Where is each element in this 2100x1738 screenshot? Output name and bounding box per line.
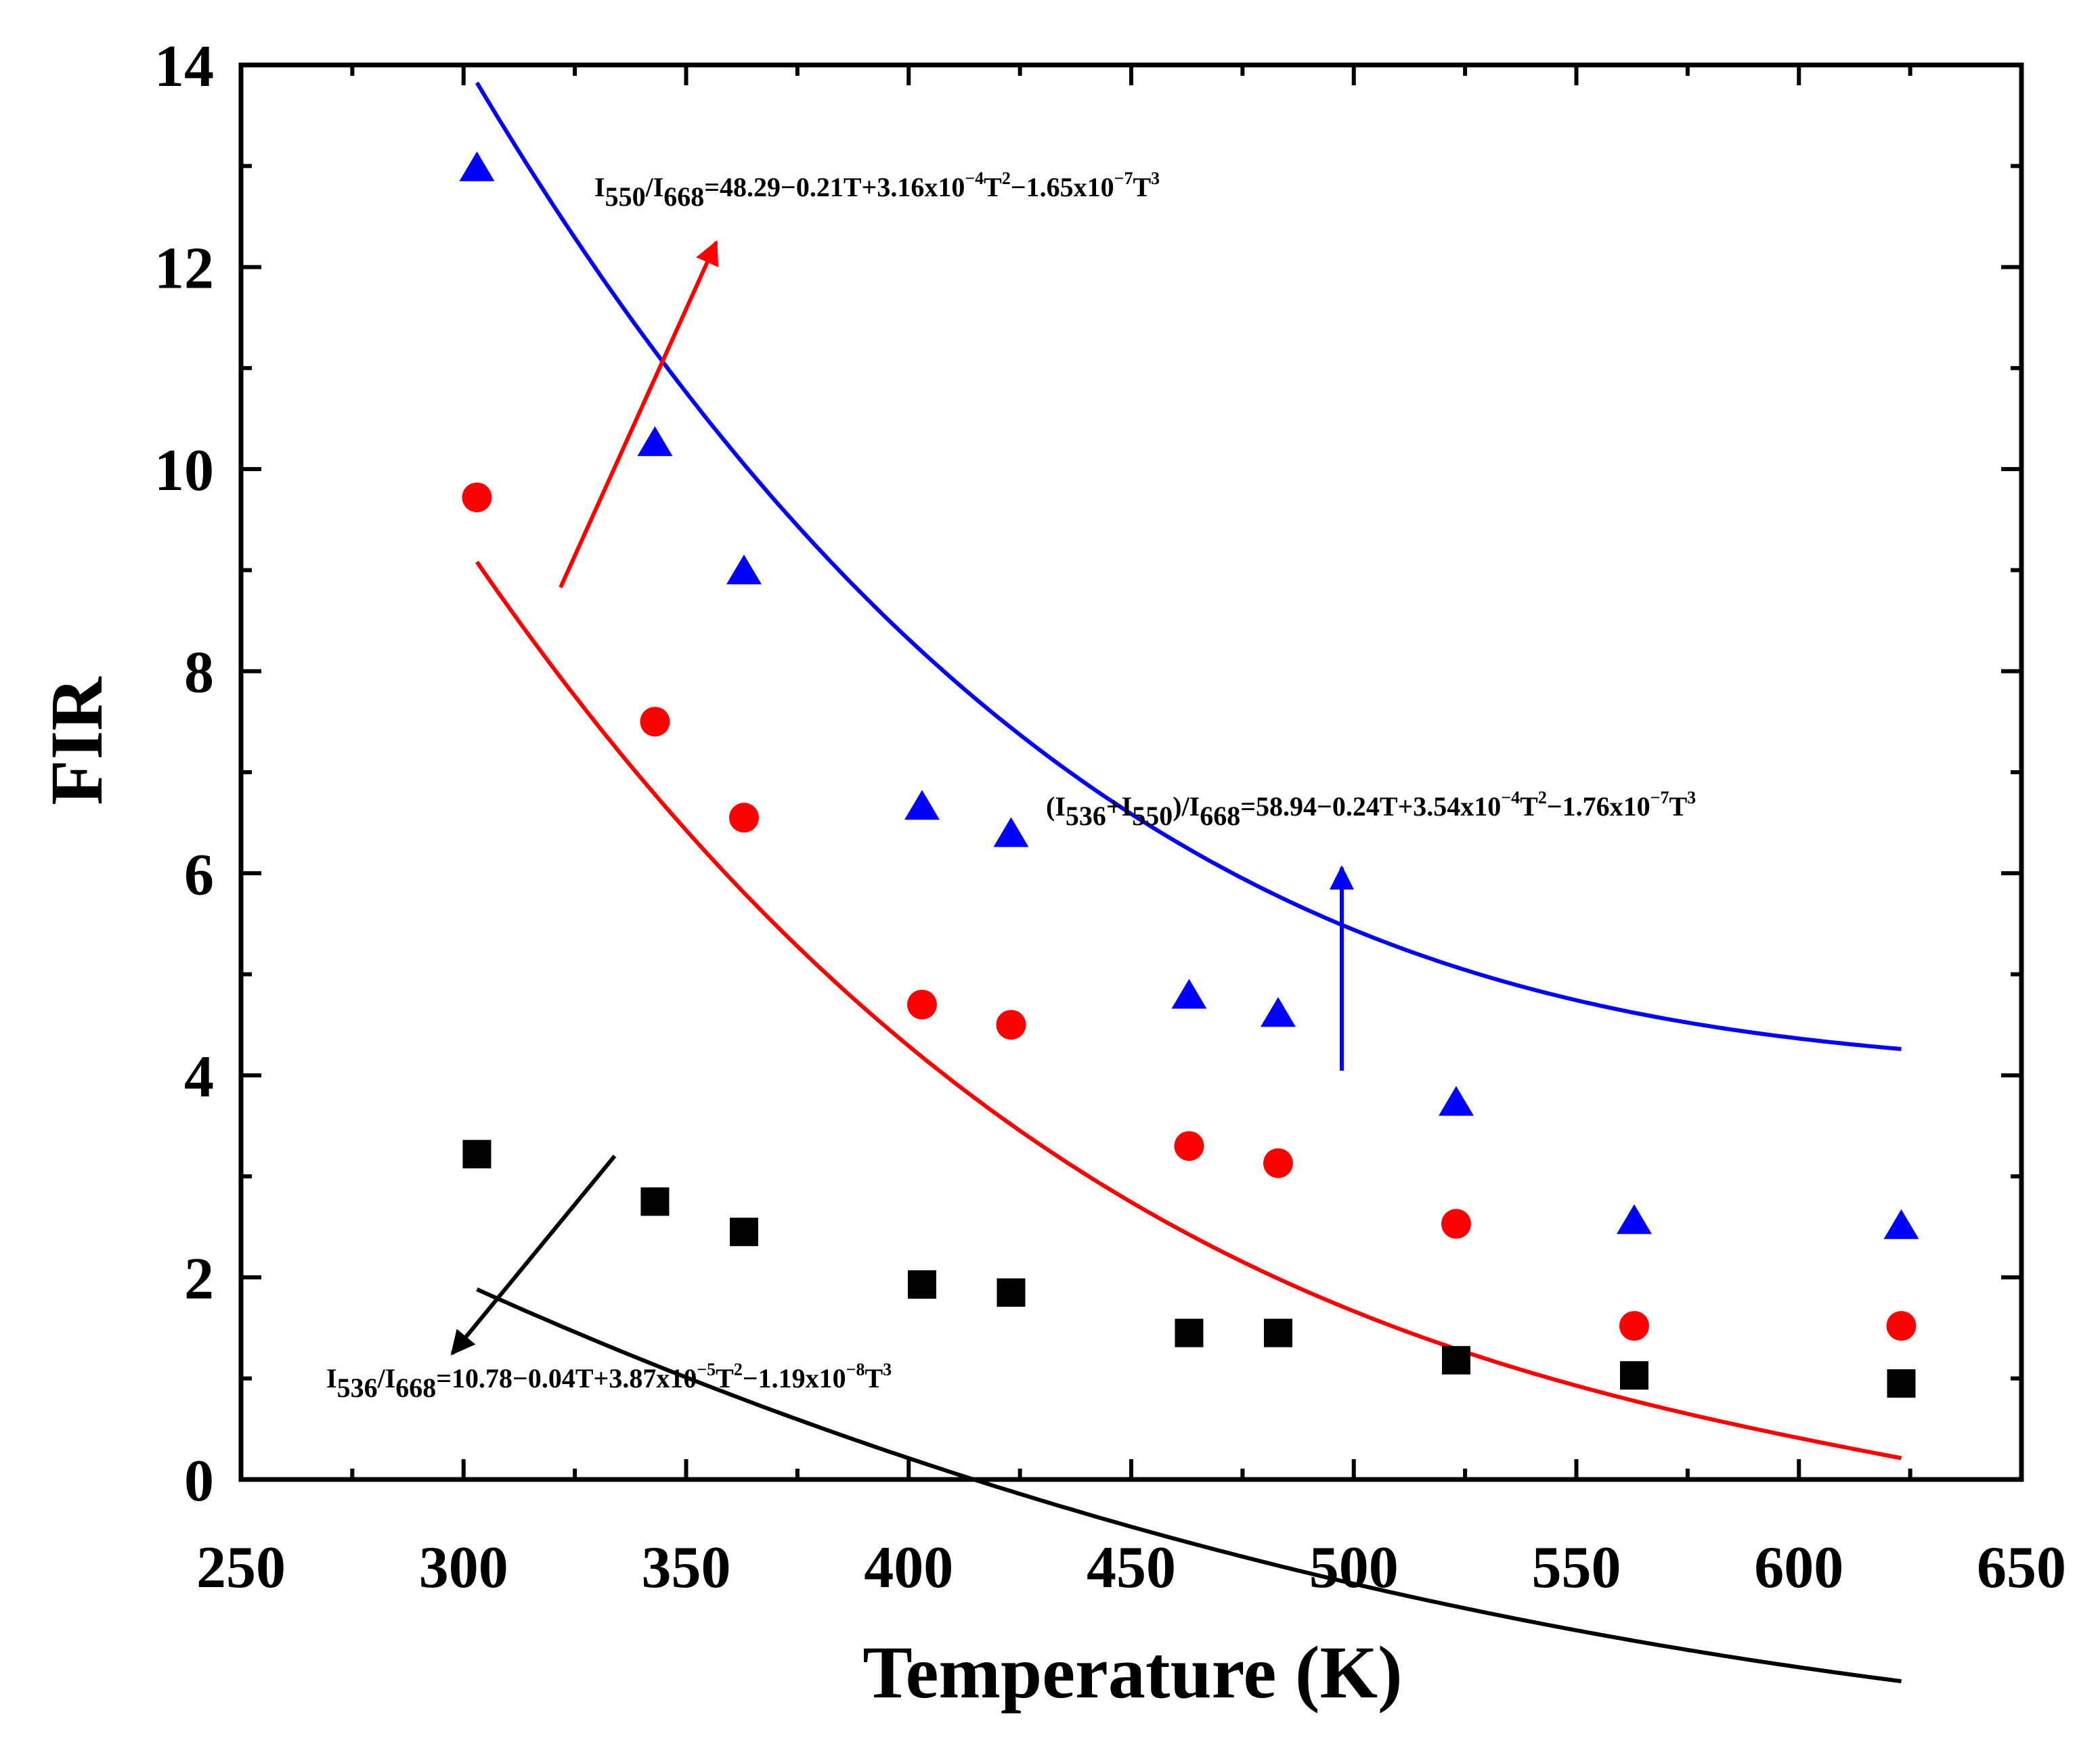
data-point-triangle [904, 790, 940, 820]
x-tick-label: 450 [1087, 1535, 1176, 1601]
x-tick-label: 250 [196, 1535, 286, 1601]
data-point-square [462, 1140, 491, 1169]
y-tick-label: 0 [184, 1448, 214, 1514]
data-point-circle [1886, 1311, 1917, 1341]
data-point-triangle [459, 151, 495, 181]
data-point-square [907, 1270, 936, 1299]
fit-curve-triangle [475, 81, 1902, 1051]
data-point-circle [1619, 1311, 1649, 1341]
y-tick-label: 2 [184, 1246, 214, 1312]
fit-curve-square [476, 1287, 1902, 1684]
x-tick-label: 600 [1754, 1535, 1843, 1601]
data-point-square [1263, 1318, 1292, 1347]
data-markers [459, 151, 1919, 1398]
x-tick-label: 500 [1309, 1535, 1399, 1601]
x-tick-label: 300 [419, 1535, 508, 1601]
y-tick-label: 14 [154, 34, 214, 99]
data-point-triangle [1883, 1209, 1919, 1239]
y-tick-label: 12 [154, 236, 214, 302]
x-tick-label: 650 [1977, 1535, 2066, 1601]
y-tick-labels: 0 2 4 6 8 10 12 14 [154, 34, 214, 1514]
y-tick-label: 6 [184, 842, 214, 908]
data-point-triangle [1171, 979, 1207, 1009]
data-point-circle [462, 482, 492, 512]
x-tick-label: 400 [864, 1535, 953, 1601]
data-point-circle [1441, 1209, 1471, 1239]
data-point-circle [906, 989, 937, 1020]
plot-frame [238, 62, 2024, 1482]
blue-fit-equation: (I536+I550)/I668=58.94−0.24T+3.54x10−4T2… [1046, 788, 1696, 831]
data-point-square [1619, 1361, 1648, 1390]
y-tick-label: 4 [184, 1044, 214, 1110]
x-tick-label: 550 [1532, 1535, 1621, 1601]
y-tick-label: 8 [184, 640, 214, 706]
y-axis-title: FIR [35, 676, 118, 805]
fit-curves [475, 81, 1902, 1684]
data-point-square [1441, 1345, 1470, 1375]
data-point-triangle [637, 426, 673, 456]
data-point-triangle [726, 554, 762, 585]
red-fit-equation: I550/I668=48.29−0.21T+3.16x10−4T2−1.65x1… [594, 169, 1160, 212]
data-point-square [1175, 1318, 1204, 1347]
axis-ticks [239, 63, 2024, 1481]
x-tick-label: 350 [642, 1535, 731, 1601]
y-tick-label: 10 [154, 438, 214, 504]
data-point-circle [640, 707, 670, 737]
black-equation-arrow [450, 1155, 617, 1356]
data-point-square [997, 1278, 1026, 1307]
data-point-square [640, 1187, 670, 1216]
data-point-triangle [1260, 997, 1296, 1027]
data-point-circle [996, 1010, 1026, 1040]
x-axis-title: Temperature (K) [862, 1631, 1402, 1714]
data-point-circle [728, 803, 759, 833]
black-fit-equation: I536/I668=10.78−0.04T+3.87x10−5T2−1.19x1… [326, 1360, 892, 1403]
data-point-circle [1174, 1131, 1204, 1161]
data-point-square [1887, 1369, 1916, 1398]
data-point-triangle [1616, 1204, 1652, 1234]
data-point-square [729, 1218, 758, 1247]
data-point-triangle [1438, 1086, 1474, 1116]
fit-curve-circle [475, 560, 1902, 1461]
red-equation-arrow [559, 240, 719, 589]
x-tick-labels: 250 300 350 400 450 500 550 600 650 [196, 1535, 2066, 1601]
data-point-triangle [993, 817, 1029, 847]
data-point-circle [1263, 1148, 1293, 1178]
